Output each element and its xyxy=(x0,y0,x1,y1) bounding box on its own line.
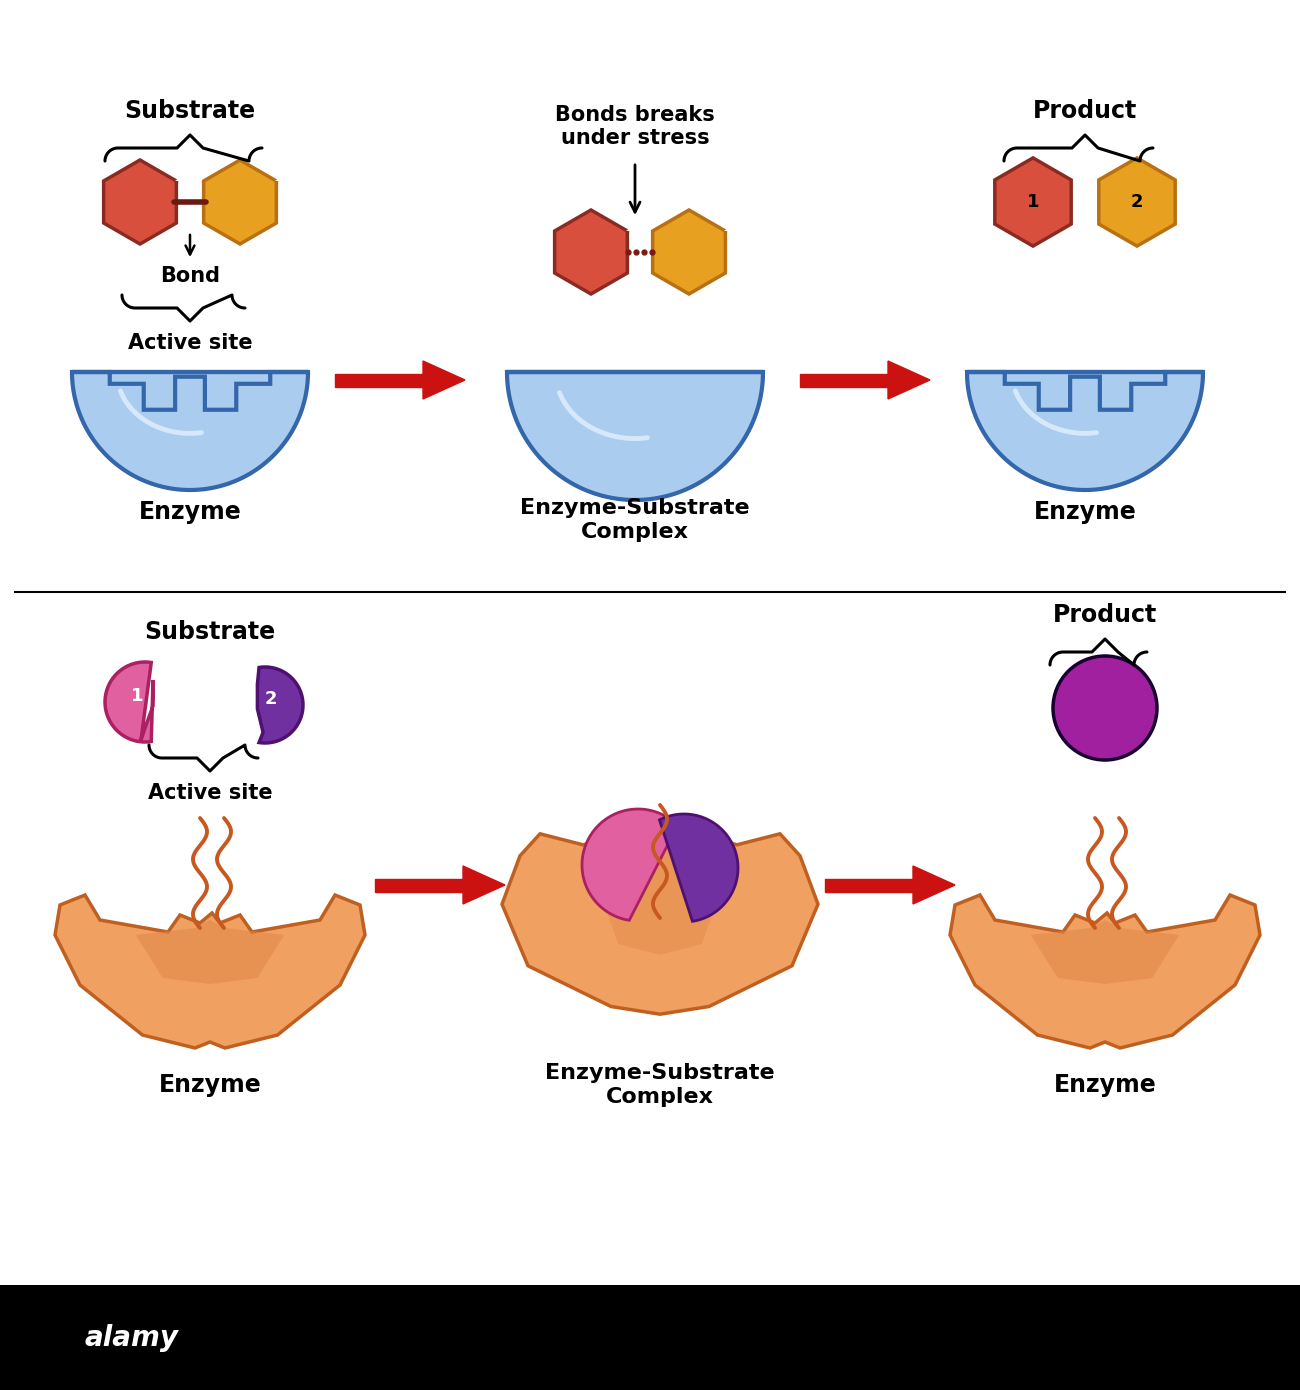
Polygon shape xyxy=(502,827,818,1015)
Text: Enzyme: Enzyme xyxy=(139,500,242,524)
Polygon shape xyxy=(582,809,677,920)
Polygon shape xyxy=(463,866,504,904)
Text: 2: 2 xyxy=(1131,193,1143,211)
Text: Bond: Bond xyxy=(160,265,220,286)
Polygon shape xyxy=(950,895,1260,1048)
Text: 2: 2 xyxy=(265,689,277,708)
Polygon shape xyxy=(72,373,308,491)
Polygon shape xyxy=(204,160,277,245)
Polygon shape xyxy=(55,895,365,1048)
Polygon shape xyxy=(135,920,285,984)
Polygon shape xyxy=(800,374,888,386)
Text: Substrate: Substrate xyxy=(144,620,276,644)
Text: Product: Product xyxy=(1053,603,1157,627)
Polygon shape xyxy=(659,815,738,922)
Polygon shape xyxy=(257,667,303,744)
Polygon shape xyxy=(105,662,153,742)
Polygon shape xyxy=(104,160,177,245)
Text: 1: 1 xyxy=(131,687,143,705)
Polygon shape xyxy=(826,878,913,891)
Text: Enzyme: Enzyme xyxy=(159,1073,261,1097)
Polygon shape xyxy=(555,210,628,295)
Text: Enzyme-Substrate
Complex: Enzyme-Substrate Complex xyxy=(520,499,750,542)
Text: Substrate: Substrate xyxy=(125,99,256,122)
Text: Enzyme: Enzyme xyxy=(1034,500,1136,524)
Polygon shape xyxy=(994,158,1071,246)
Text: Enzyme: Enzyme xyxy=(1053,1073,1157,1097)
Polygon shape xyxy=(507,373,763,500)
Polygon shape xyxy=(590,841,731,955)
Polygon shape xyxy=(374,878,463,891)
Polygon shape xyxy=(1031,920,1179,984)
Circle shape xyxy=(1053,656,1157,760)
Text: Bonds breaks
under stress: Bonds breaks under stress xyxy=(555,106,715,149)
Polygon shape xyxy=(335,374,423,386)
Polygon shape xyxy=(967,373,1202,491)
Text: Active site: Active site xyxy=(127,334,252,353)
Polygon shape xyxy=(888,361,930,399)
Bar xyxy=(0,1284,1300,1390)
Text: 1: 1 xyxy=(1027,193,1039,211)
Polygon shape xyxy=(913,866,956,904)
Text: Active site: Active site xyxy=(148,783,272,803)
Text: Enzyme-Substrate
Complex: Enzyme-Substrate Complex xyxy=(545,1063,775,1106)
Text: alamy: alamy xyxy=(84,1325,179,1352)
Text: Product: Product xyxy=(1034,99,1138,122)
Polygon shape xyxy=(1098,158,1175,246)
Polygon shape xyxy=(422,361,465,399)
Polygon shape xyxy=(653,210,725,295)
